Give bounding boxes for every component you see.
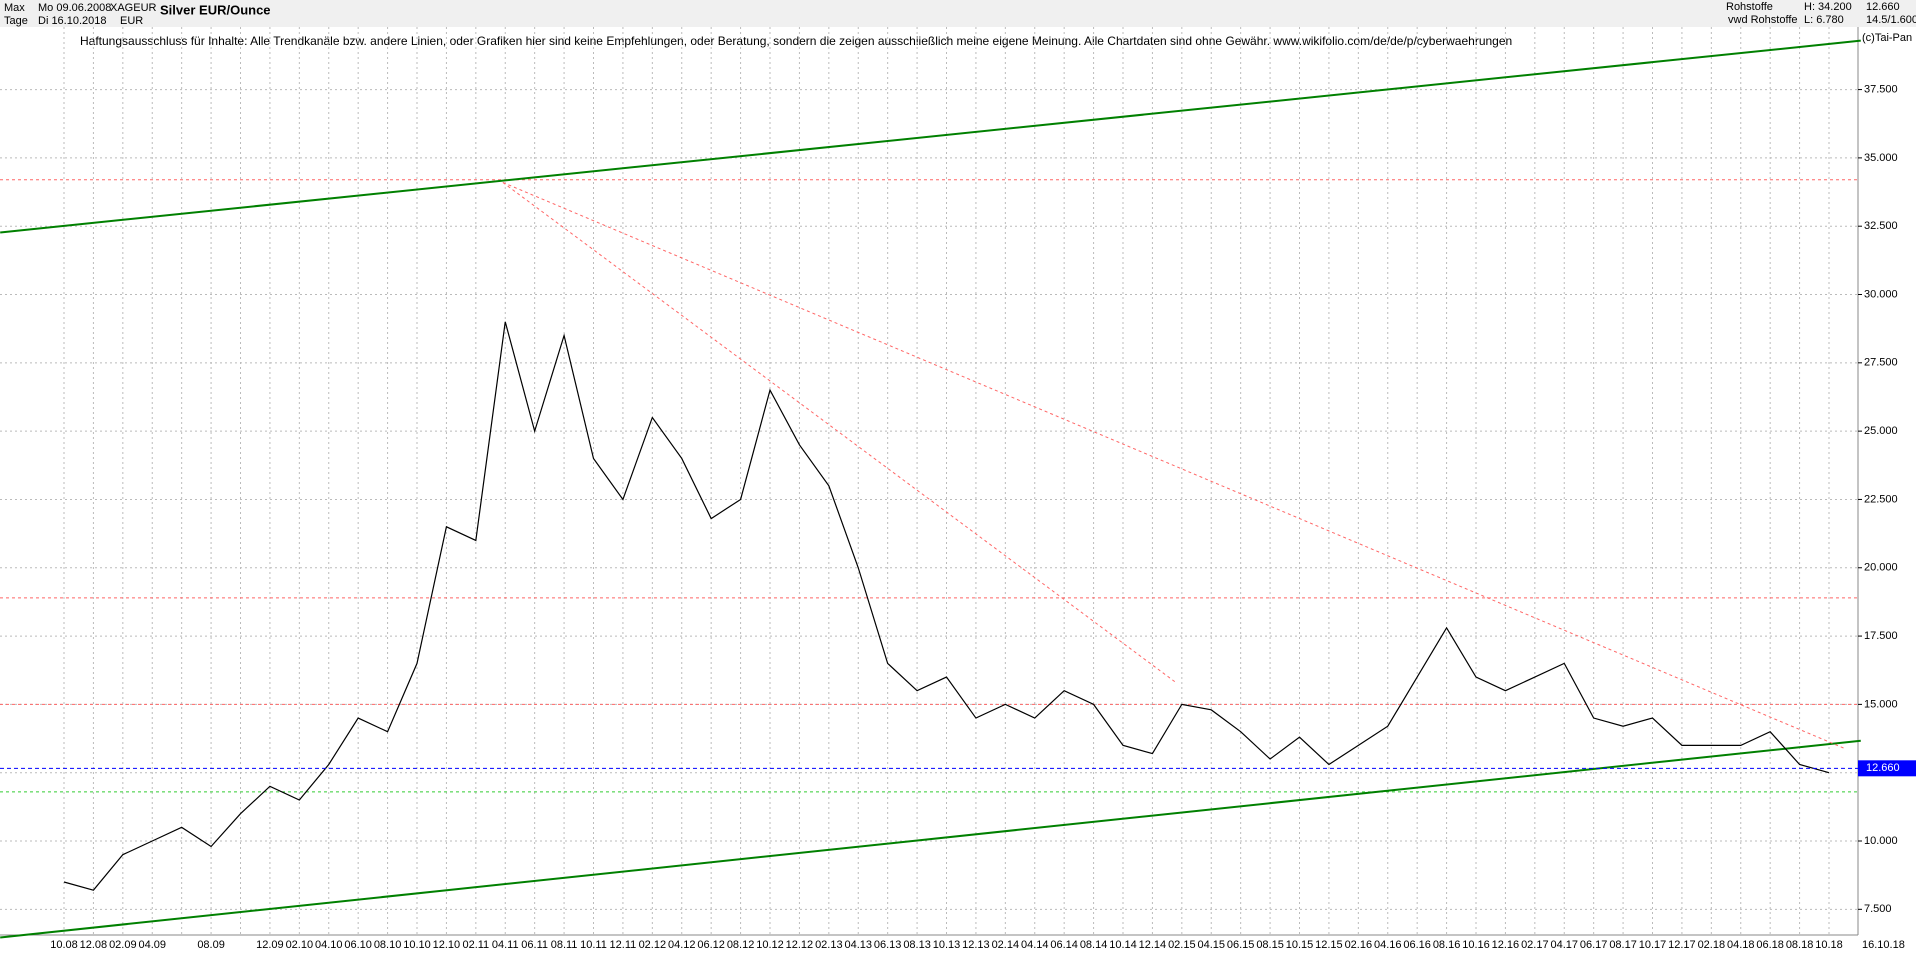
x-tick-label: 02.14 [992, 939, 1020, 951]
x-tick-label: 02.18 [1698, 939, 1726, 951]
title: Silver EUR/Ounce [160, 2, 271, 17]
x-tick-label: 04.10 [315, 939, 343, 951]
x-tick-label: 08.17 [1609, 939, 1637, 951]
y-tick-label: 22.500 [1864, 493, 1898, 505]
price-line [63, 321, 1830, 891]
x-tick-label: 08.10 [374, 939, 402, 951]
period[interactable]: Tage [4, 15, 28, 27]
x-tick-label: 06.15 [1227, 939, 1255, 951]
header-bar [0, 0, 1916, 27]
x-tick-label: 12.09 [256, 939, 284, 951]
y-tick-label: 27.500 [1864, 357, 1898, 369]
currency: EUR [120, 15, 143, 27]
x-tick-label: 04.15 [1197, 939, 1225, 951]
x-tick-label: 02.15 [1168, 939, 1196, 951]
x-tick-label: 10.12 [756, 939, 784, 951]
x-tick-label: 08.12 [727, 939, 755, 951]
x-tick-label: 06.17 [1580, 939, 1608, 951]
x-tick-label: 08.11 [551, 939, 578, 951]
y-tick-label: 7.500 [1864, 903, 1892, 915]
x-tick-label: 12.16 [1492, 939, 1520, 951]
y-tick-label: 30.000 [1864, 288, 1898, 300]
x-tick-label: 10.08 [50, 939, 78, 951]
y-tick-label: 32.500 [1864, 220, 1898, 232]
x-end-label: 16.10.18 [1862, 939, 1905, 951]
x-tick-label: 10.14 [1109, 939, 1137, 951]
x-tick-label: 04.18 [1727, 939, 1755, 951]
trend-line [0, 739, 1861, 939]
x-tick-label: 12.12 [786, 939, 814, 951]
symbol: XAGEUR [110, 2, 157, 14]
x-tick-label: 08.16 [1433, 939, 1461, 951]
x-tick-label: 04.11 [492, 939, 519, 951]
x-tick-label: 10.17 [1639, 939, 1667, 951]
trend-line [502, 182, 1844, 749]
x-tick-label: 06.13 [874, 939, 902, 951]
last: 12.660 [1866, 1, 1900, 13]
source: vwd Rohstoffe [1728, 14, 1798, 26]
x-tick-label: 04.17 [1550, 939, 1578, 951]
x-tick-label: 04.13 [844, 939, 872, 951]
x-tick-label: 02.17 [1521, 939, 1549, 951]
x-tick-label: 04.14 [1021, 939, 1049, 951]
x-tick-label: 12.17 [1668, 939, 1696, 951]
x-tick-label: 12.15 [1315, 939, 1343, 951]
y-tick-label: 17.500 [1864, 630, 1898, 642]
x-tick-label: 10.11 [580, 939, 607, 951]
x-tick-label: 10.13 [933, 939, 961, 951]
x-tick-label: 12.08 [80, 939, 108, 951]
x-tick-label: 06.10 [344, 939, 372, 951]
x-tick-label: 10.15 [1286, 939, 1314, 951]
range[interactable]: Max [4, 2, 25, 14]
x-tick-label: 10.18 [1815, 939, 1843, 951]
x-tick-label: 04.12 [668, 939, 696, 951]
y-tick-label: 25.000 [1864, 425, 1898, 437]
y-tick-label: 15.000 [1864, 698, 1898, 710]
low: L: 6.780 [1804, 14, 1844, 26]
y-tick-label: 10.000 [1864, 835, 1898, 847]
last-price-box [1858, 760, 1916, 777]
trend-line [0, 39, 1861, 234]
x-tick-label: 12.13 [962, 939, 990, 951]
market: Rohstoffe [1726, 1, 1773, 13]
disclaimer: Haftungsausschluss für Inhalte: Alle Tre… [80, 34, 1512, 48]
x-tick-label: 06.12 [697, 939, 725, 951]
x-tick-label: 12.10 [433, 939, 461, 951]
x-tick-label: 02.10 [286, 939, 314, 951]
last-price-label: 12.660 [1866, 762, 1900, 774]
x-tick-label: 02.13 [815, 939, 843, 951]
x-tick-label: 02.09 [109, 939, 137, 951]
x-tick-label: 08.18 [1786, 939, 1814, 951]
x-tick-label: 10.16 [1462, 939, 1490, 951]
from-date: Mo 09.06.2008 [38, 2, 111, 14]
x-tick-label: 12.11 [610, 939, 637, 951]
x-tick-label: 08.14 [1080, 939, 1108, 951]
x-tick-label: 06.14 [1050, 939, 1078, 951]
trend-line [502, 182, 1177, 683]
copyright: (c)Tai-Pan [1862, 32, 1912, 44]
x-tick-label: 12.14 [1139, 939, 1167, 951]
y-tick-label: 35.000 [1864, 152, 1898, 164]
high: H: 34.200 [1804, 1, 1852, 13]
to-date: Di 16.10.2018 [38, 15, 107, 27]
x-tick-label: 04.16 [1374, 939, 1402, 951]
x-tick-label: 06.18 [1756, 939, 1784, 951]
x-tick-label: 08.15 [1256, 939, 1284, 951]
y-tick-label: 37.500 [1864, 83, 1898, 95]
x-tick-label: 08.09 [197, 939, 225, 951]
x-tick-label: 10.10 [403, 939, 431, 951]
x-tick-label: 06.16 [1403, 939, 1431, 951]
x-tick-label: 06.11 [521, 939, 548, 951]
x-tick-label: 02.16 [1345, 939, 1373, 951]
scale: 14.5/1.600 [1866, 14, 1916, 26]
x-tick-label: 02.12 [639, 939, 667, 951]
x-tick-label: 02.11 [462, 939, 489, 951]
x-tick-label: 04.09 [138, 939, 166, 951]
x-tick-label: 08.13 [903, 939, 931, 951]
y-tick-label: 20.000 [1864, 562, 1898, 574]
